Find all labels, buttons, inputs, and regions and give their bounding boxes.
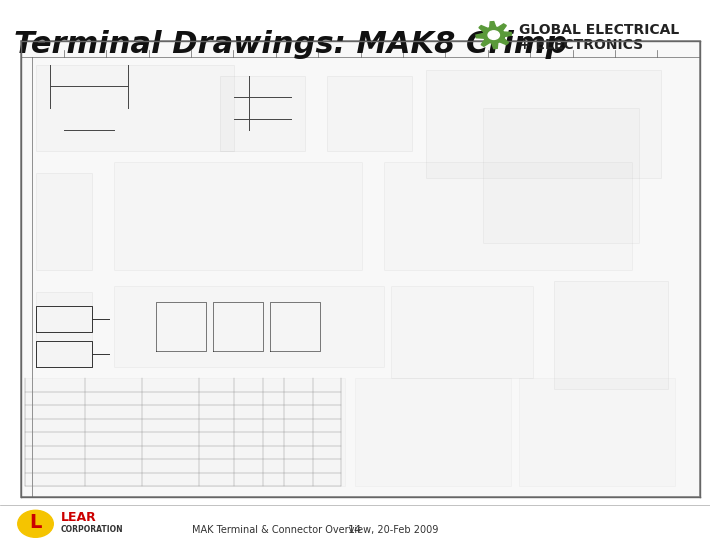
Bar	[35, 65, 235, 151]
Text: GLOBAL ELECTRICAL: GLOBAL ELECTRICAL	[518, 23, 679, 37]
Bar	[114, 162, 362, 270]
Bar	[518, 378, 675, 486]
Bar	[391, 286, 533, 378]
Bar	[554, 281, 667, 389]
Bar	[355, 378, 511, 486]
Bar	[220, 76, 305, 151]
Bar	[483, 108, 639, 243]
Text: L: L	[30, 513, 42, 532]
Bar	[35, 173, 92, 270]
Bar	[35, 292, 92, 367]
Text: Terminal Drawings: MAK8 Crimp: Terminal Drawings: MAK8 Crimp	[14, 30, 567, 59]
Text: 14: 14	[348, 525, 362, 535]
FancyBboxPatch shape	[22, 40, 700, 497]
Bar	[384, 162, 632, 270]
Circle shape	[488, 31, 500, 39]
Text: LEAR: LEAR	[60, 511, 96, 524]
Bar	[426, 70, 661, 178]
Bar	[25, 378, 345, 486]
Text: CORPORATION: CORPORATION	[60, 525, 123, 534]
Bar	[327, 76, 412, 151]
Circle shape	[18, 510, 53, 537]
Text: + ELECTRONICS: + ELECTRONICS	[518, 38, 643, 52]
Polygon shape	[476, 22, 511, 49]
Bar	[114, 286, 384, 367]
Text: MAK Terminal & Connector Overview, 20-Feb 2009: MAK Terminal & Connector Overview, 20-Fe…	[192, 525, 438, 535]
